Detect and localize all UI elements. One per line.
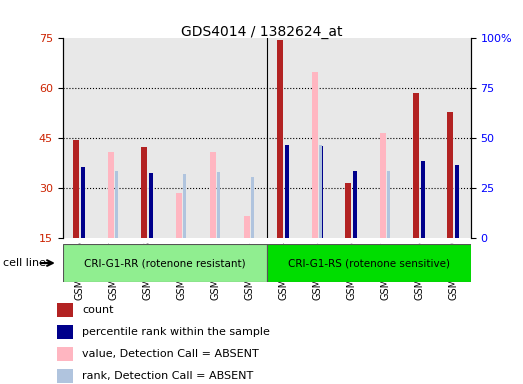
Text: percentile rank within the sample: percentile rank within the sample bbox=[82, 327, 270, 337]
Bar bbox=[312, 72, 318, 238]
Text: rank, Detection Call = ABSENT: rank, Detection Call = ABSENT bbox=[82, 371, 254, 381]
Bar bbox=[115, 171, 118, 238]
Bar bbox=[108, 152, 114, 238]
Bar bbox=[319, 146, 323, 238]
Bar bbox=[447, 112, 453, 238]
Text: count: count bbox=[82, 305, 113, 315]
Text: CRI-G1-RS (rotenone sensitive): CRI-G1-RS (rotenone sensitive) bbox=[288, 258, 450, 268]
Bar bbox=[73, 140, 79, 238]
Bar bbox=[353, 171, 357, 238]
Bar bbox=[345, 183, 351, 238]
Bar bbox=[380, 133, 386, 238]
Text: value, Detection Call = ABSENT: value, Detection Call = ABSENT bbox=[82, 349, 259, 359]
Bar bbox=[421, 161, 425, 238]
Bar bbox=[217, 172, 220, 238]
Bar bbox=[285, 145, 289, 238]
Text: GDS4014 / 1382624_at: GDS4014 / 1382624_at bbox=[181, 25, 342, 39]
Bar bbox=[57, 303, 73, 317]
Bar bbox=[386, 171, 390, 238]
Bar bbox=[244, 217, 250, 238]
Bar bbox=[149, 173, 153, 238]
Bar bbox=[57, 325, 73, 339]
Bar bbox=[210, 152, 216, 238]
Bar bbox=[267, 244, 471, 282]
Bar bbox=[319, 145, 322, 238]
Bar bbox=[176, 193, 182, 238]
Bar bbox=[141, 147, 147, 238]
Bar bbox=[277, 40, 283, 238]
Text: CRI-G1-RR (rotenone resistant): CRI-G1-RR (rotenone resistant) bbox=[84, 258, 246, 268]
Bar bbox=[251, 177, 254, 238]
Text: cell line: cell line bbox=[3, 258, 46, 268]
Bar bbox=[57, 347, 73, 361]
Bar bbox=[183, 174, 186, 238]
Bar bbox=[455, 165, 459, 238]
Bar bbox=[63, 244, 267, 282]
Bar bbox=[413, 93, 419, 238]
Bar bbox=[81, 167, 85, 238]
Bar bbox=[57, 369, 73, 383]
